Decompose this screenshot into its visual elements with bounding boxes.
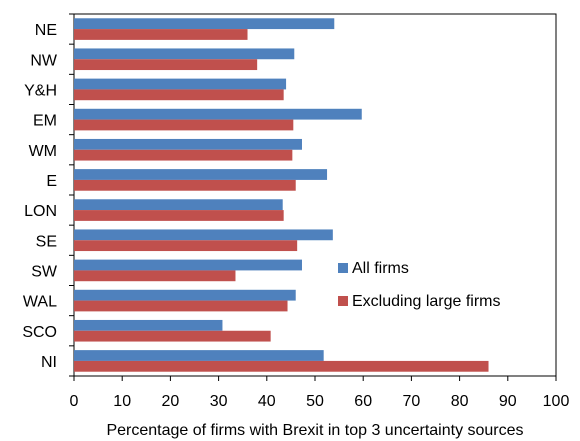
- bar-excluding-large-firms: [74, 59, 258, 71]
- x-tick-label: 40: [258, 393, 276, 410]
- x-tick-label: 80: [451, 393, 469, 410]
- bar-excluding-large-firms: [74, 300, 288, 312]
- y-tick-label: WAL: [23, 294, 57, 311]
- bar-excluding-large-firms: [74, 330, 271, 342]
- bar-excluding-large-firms: [74, 240, 298, 252]
- y-tick-label: SW: [31, 263, 58, 280]
- bar-all-firms: [74, 289, 296, 301]
- bar-all-firms: [74, 138, 302, 150]
- bar-excluding-large-firms: [74, 89, 284, 101]
- bar-all-firms: [74, 169, 328, 180]
- x-tick-label: 20: [162, 393, 180, 410]
- bar-excluding-large-firms: [74, 149, 293, 161]
- y-tick-label: Y&H: [24, 82, 57, 99]
- bar-all-firms: [74, 48, 295, 60]
- bar-excluding-large-firms: [74, 179, 296, 191]
- x-tick-label: 50: [306, 393, 324, 410]
- bar-all-firms: [74, 319, 223, 331]
- y-tick-label: NI: [41, 354, 57, 371]
- bar-all-firms: [74, 108, 362, 120]
- plot-area: NE NW Y&H EM WM E LON SE SW WAL SCO NI 0 10 20 30 40 50 60…: [22, 13, 570, 410]
- y-tick-label: SCO: [22, 324, 57, 341]
- legend-swatch-excluding-large-firms: [338, 296, 348, 306]
- y-tick-label: LON: [24, 203, 57, 220]
- legend-label: Excluding large firms: [352, 293, 501, 310]
- y-tick-label: WM: [29, 143, 57, 160]
- y-tick-label: NE: [35, 22, 57, 39]
- x-tick-label: 60: [354, 393, 372, 410]
- bar-all-firms: [74, 350, 324, 361]
- x-tick-label: 70: [403, 393, 421, 410]
- y-tick-label: E: [46, 173, 57, 190]
- bar-all-firms: [74, 199, 283, 211]
- bar-all-firms: [74, 259, 302, 271]
- x-tick-label: 100: [543, 393, 570, 410]
- bar-excluding-large-firms: [74, 210, 284, 221]
- legend-swatch-all-firms: [338, 263, 348, 273]
- x-tick-label: 90: [499, 393, 517, 410]
- bar-excluding-large-firms: [74, 119, 294, 131]
- x-tick-label: 30: [210, 393, 228, 410]
- y-tick-label: SE: [36, 233, 57, 250]
- bar-excluding-large-firms: [74, 270, 236, 282]
- bar-all-firms: [74, 229, 333, 241]
- x-tick-label: 0: [70, 393, 79, 410]
- x-axis-title: Percentage of firms with Brexit in top 3…: [106, 422, 523, 439]
- legend-label: All firms: [352, 260, 409, 277]
- y-tick-label: NW: [30, 52, 58, 69]
- bar-excluding-large-firms: [74, 360, 489, 372]
- legend: All firms Excluding large firms: [338, 260, 501, 310]
- bar-all-firms: [74, 18, 335, 30]
- bar-excluding-large-firms: [74, 29, 248, 40]
- y-tick-label: EM: [33, 113, 57, 130]
- x-tick-label: 10: [113, 393, 131, 410]
- bar-all-firms: [74, 78, 287, 90]
